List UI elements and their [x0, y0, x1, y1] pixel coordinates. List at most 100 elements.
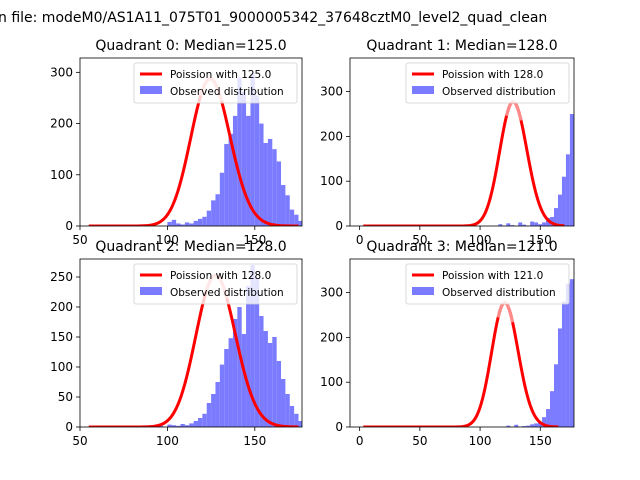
histogram-bar	[232, 319, 238, 427]
x-tick-label: 50	[72, 233, 87, 247]
histogram-bar	[569, 279, 574, 427]
legend-label-observed: Observed distribution	[442, 287, 556, 299]
histogram-bar	[557, 194, 562, 226]
legend-patch-swatch	[412, 86, 434, 94]
plot-area	[88, 73, 302, 226]
legend-patch-swatch	[140, 86, 162, 94]
legend-label-observed: Observed distribution	[170, 287, 284, 299]
histogram-bar	[298, 220, 302, 226]
histogram-bar	[506, 425, 511, 427]
x-tick-label: 150	[529, 233, 552, 247]
y-tick-label: 0	[335, 420, 343, 434]
histogram-bar	[211, 394, 216, 427]
legend-box	[405, 263, 570, 305]
legend-label-poisson: Poission with 125.0	[170, 69, 271, 81]
x-tick-label: 100	[156, 434, 179, 448]
histogram-bar	[522, 224, 527, 226]
histogram-bar	[530, 221, 535, 226]
quadrant-panel-0: 50 100 150 0 100 200 300 Quadrant 0: Median=125…	[50, 38, 303, 247]
histogram-bar	[561, 176, 566, 226]
histogram-bar	[232, 115, 238, 226]
histogram-bar	[224, 349, 229, 427]
histogram-bar	[237, 307, 242, 427]
histogram-bar	[184, 222, 190, 226]
histogram-bar	[514, 424, 519, 427]
histogram-bar	[250, 265, 255, 427]
histogram-bar	[542, 417, 547, 427]
histogram-bar	[254, 95, 260, 226]
histogram-bar	[228, 338, 233, 427]
histogram-bar	[263, 143, 268, 226]
x-tick-label: 150	[529, 434, 552, 448]
histogram-bar	[557, 328, 562, 427]
legend-label-poisson: Poission with 128.0	[170, 270, 271, 282]
histogram-bar	[542, 222, 547, 226]
histogram-bar	[215, 382, 220, 427]
legend-label-observed: Observed distribution	[170, 86, 284, 98]
legend-label-observed: Observed distribution	[442, 86, 556, 98]
x-tick-label: 100	[156, 233, 179, 247]
histogram-bar	[224, 144, 229, 226]
y-tick-label: 300	[50, 65, 73, 79]
y-tick-label: 200	[320, 129, 343, 143]
histogram-bar	[219, 172, 225, 226]
histogram-bar	[298, 421, 302, 427]
histogram-bar	[272, 149, 277, 226]
histogram-bar	[176, 223, 181, 226]
histogram-bar	[202, 413, 207, 427]
panel-title: Quadrant 1: Median=128.0	[366, 38, 557, 54]
y-tick-label: 150	[50, 330, 73, 344]
histogram-bar	[171, 219, 177, 226]
y-tick-label: 200	[50, 300, 73, 314]
y-tick-label: 200	[50, 117, 73, 131]
histogram-bar	[254, 278, 260, 427]
y-tick-label: 200	[320, 330, 343, 344]
x-tick-label: 150	[243, 434, 266, 448]
histogram-bar	[263, 331, 268, 427]
y-tick-label: 300	[320, 286, 343, 300]
histogram-bar	[237, 77, 242, 226]
panel-title: Quadrant 0: Median=125.0	[95, 38, 286, 54]
histogram-bar	[294, 413, 299, 427]
histogram-bar	[189, 223, 194, 226]
axes-frame	[79, 57, 303, 227]
histogram-bar	[518, 222, 523, 226]
histogram-bar	[534, 423, 539, 427]
histogram-bar	[561, 301, 566, 427]
x-tick-label: 100	[469, 233, 492, 247]
histogram-bar	[189, 423, 194, 427]
histogram-bar	[167, 221, 172, 226]
histogram-bar	[206, 210, 212, 226]
histogram-bar	[246, 286, 251, 427]
histogram-bar	[241, 91, 247, 226]
y-tick-label: 100	[50, 168, 73, 182]
legend-patch-swatch	[412, 287, 434, 295]
histogram-bar	[276, 161, 282, 226]
histogram-bar	[554, 364, 558, 427]
histogram-bar	[193, 421, 198, 427]
y-tick-label: 300	[320, 85, 343, 99]
histogram-bar	[569, 114, 574, 226]
y-tick-label: 100	[50, 360, 73, 374]
histogram-bar	[206, 403, 212, 427]
histogram-bar	[281, 379, 286, 427]
histogram-bar	[565, 154, 570, 226]
histogram-bar	[276, 361, 282, 427]
figure-suptitle: n file: modeM0/AS1A11_075T01_9000005342_…	[0, 10, 547, 26]
histogram-bar	[176, 425, 181, 427]
histogram-bar	[184, 425, 190, 427]
histogram-bar	[211, 200, 216, 226]
x-tick-label: 0	[356, 434, 364, 448]
histogram-bar	[267, 343, 273, 427]
histogram-bar	[228, 133, 233, 226]
histogram-bar	[538, 422, 543, 427]
histogram-bar	[259, 316, 264, 427]
histogram-bar	[281, 185, 286, 226]
y-tick-label: 100	[320, 174, 343, 188]
histogram-bar	[294, 214, 299, 226]
legend-box	[133, 263, 298, 305]
histogram-bar	[526, 425, 531, 427]
histogram-bar	[167, 424, 172, 427]
